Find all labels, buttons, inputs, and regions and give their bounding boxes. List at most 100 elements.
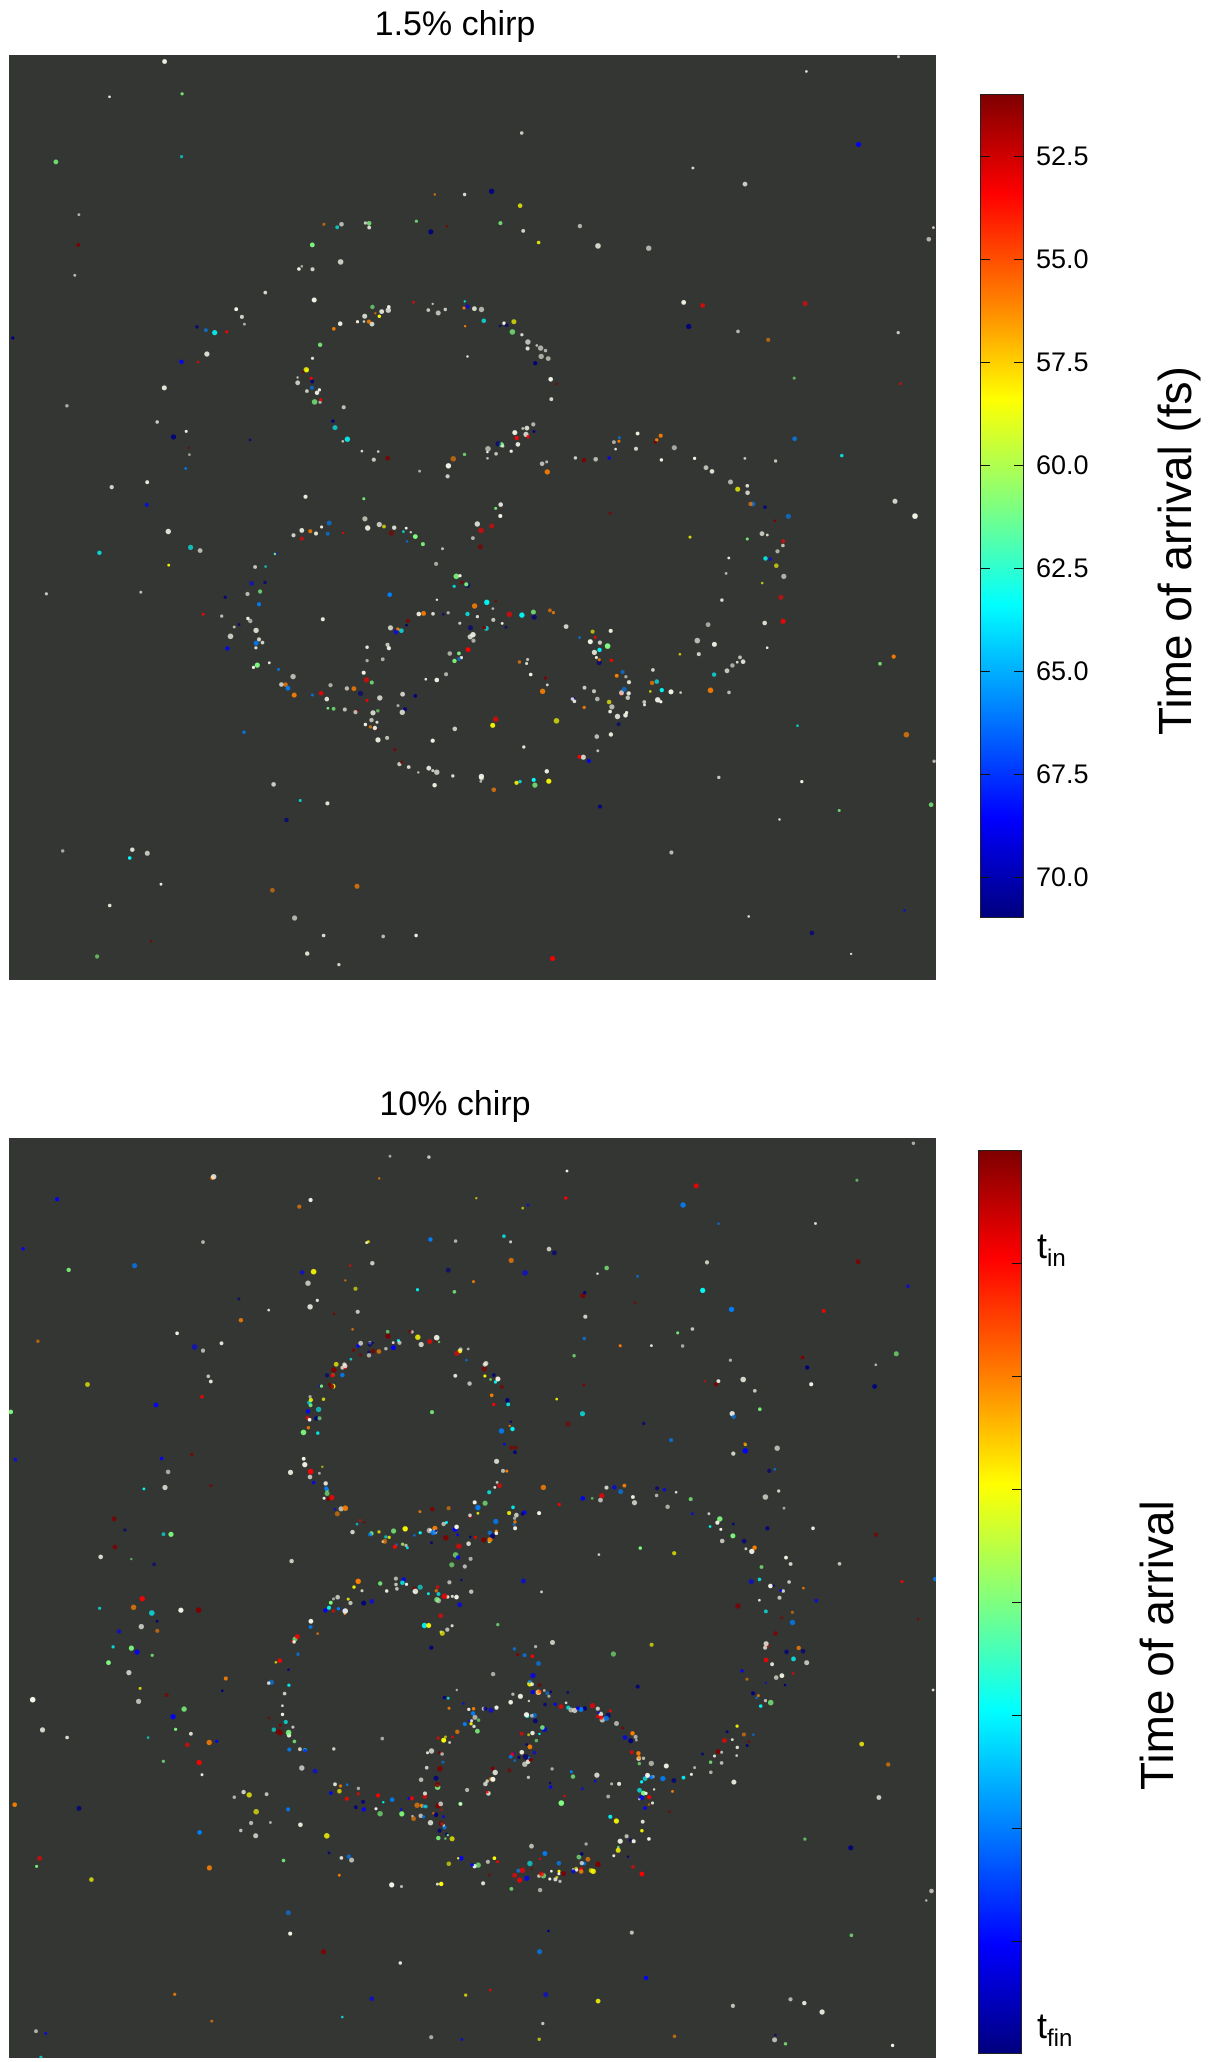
scatter-dot <box>472 1500 477 1505</box>
scatter-dot <box>362 313 368 319</box>
scatter-dot <box>548 377 553 382</box>
scatter-dot <box>719 1538 725 1544</box>
scatter-dot <box>582 1336 586 1341</box>
scatter-dot <box>405 618 410 623</box>
scatter-dot <box>604 1485 609 1490</box>
scatter-dot <box>449 1562 455 1568</box>
scatter-dot <box>763 1699 768 1703</box>
scatter-dot <box>449 1836 455 1842</box>
scatter-dot <box>582 1383 586 1387</box>
scatter-dot <box>631 1495 635 1499</box>
scatter-dot <box>481 1366 487 1372</box>
scatter-dot <box>454 1594 459 1600</box>
scatter-dot <box>165 528 171 535</box>
scatter-dot <box>404 1543 408 1547</box>
scatter-dot <box>44 592 49 596</box>
scatter-dot <box>743 1442 747 1446</box>
scatter-dot <box>570 1774 576 1779</box>
scatter-dot <box>329 1791 333 1795</box>
scatter-dot <box>195 1607 202 1613</box>
scatter-dot <box>803 1837 807 1841</box>
scatter-dot <box>251 665 256 670</box>
scatter-dot <box>621 1726 624 1730</box>
scatter-dot <box>319 1384 324 1388</box>
scatter-dot <box>411 1816 416 1822</box>
colorbar-tick-mark <box>1014 670 1024 672</box>
scatter-dot <box>452 658 457 664</box>
scatter-dot <box>672 1551 677 1556</box>
scatter-dot <box>326 1497 331 1501</box>
scatter-dot <box>755 1696 758 1700</box>
scatter-dot <box>264 565 267 568</box>
scatter-dot <box>778 594 784 600</box>
scatter-dot <box>296 1652 300 1656</box>
scatter-dot <box>398 1961 402 1965</box>
scatter-dot <box>144 850 150 856</box>
scatter-dot <box>378 1177 381 1180</box>
scatter-dot <box>402 1526 408 1532</box>
scatter-dot <box>426 1751 429 1755</box>
scatter-dot <box>211 1174 217 1180</box>
scatter-dot <box>631 1839 636 1844</box>
scatter-dot <box>617 439 621 443</box>
scatter-dot <box>647 1803 651 1806</box>
scatter-dot <box>745 537 749 541</box>
scatter-dot <box>200 1773 204 1777</box>
scatter-dot <box>542 1851 548 1856</box>
scatter-dot <box>781 1589 785 1593</box>
scatter-dot <box>639 1871 645 1877</box>
scatter-dot <box>758 1598 761 1602</box>
colorbar-tick-label: 52.5 <box>1036 140 1089 171</box>
scatter-dot <box>448 1741 451 1744</box>
scatter-dot <box>764 1681 768 1684</box>
scatter-dot <box>483 1781 488 1787</box>
scatter-dot <box>596 749 600 753</box>
scatter-dot <box>637 1787 642 1793</box>
scatter-dot <box>316 1632 320 1635</box>
scatter-dot <box>759 1704 763 1708</box>
scatter-dot <box>418 1813 423 1818</box>
scatter-dot <box>130 1604 137 1610</box>
scatter-dot <box>589 1703 596 1709</box>
scatter-dot <box>481 1537 487 1543</box>
scatter-dot <box>291 1725 295 1729</box>
scatter-dot <box>752 1545 757 1550</box>
scatter-dot <box>525 346 530 351</box>
scatter-dot <box>931 1688 935 1692</box>
scatter-dot <box>436 1592 441 1596</box>
scatter-dot <box>505 1469 509 1473</box>
scatter-dot <box>899 382 902 386</box>
scatter-dot <box>431 302 434 306</box>
scatter-dot <box>615 1847 621 1853</box>
scatter-dot <box>421 611 426 616</box>
scatter-dot <box>488 188 495 194</box>
scatter-dot <box>658 433 663 438</box>
scatter-dot <box>365 525 371 531</box>
scatter-dot <box>382 524 386 529</box>
scatter-dot <box>513 1450 517 1455</box>
scatter-dot <box>305 951 310 956</box>
scatter-dot <box>422 1794 428 1799</box>
scatter-dot <box>424 1804 428 1809</box>
scatter-dot <box>385 735 390 740</box>
scatter-dot <box>536 240 541 245</box>
scatter-dot <box>546 778 552 784</box>
scatter-dot <box>636 1274 639 1278</box>
scatter-dot <box>891 654 896 659</box>
scatter-dot <box>384 1535 388 1539</box>
scatter-dot <box>663 1763 669 1769</box>
scatter-dot <box>564 1196 568 1200</box>
scatter-dot <box>540 1725 545 1730</box>
scatter-dot <box>374 312 377 315</box>
scatter-dot <box>328 683 333 688</box>
panel-2-colorbar-label: Time of arrival <box>1131 1500 1183 1790</box>
scatter-dot <box>525 339 531 345</box>
scatter-dot <box>21 1247 25 1251</box>
scatter-dot <box>307 1417 312 1422</box>
scatter-dot <box>300 1429 307 1436</box>
scatter-dot <box>595 243 601 249</box>
scatter-dot <box>774 563 779 568</box>
scatter-dot <box>362 497 366 501</box>
scatter-dot <box>763 1657 769 1663</box>
scatter-dot <box>475 1504 481 1511</box>
